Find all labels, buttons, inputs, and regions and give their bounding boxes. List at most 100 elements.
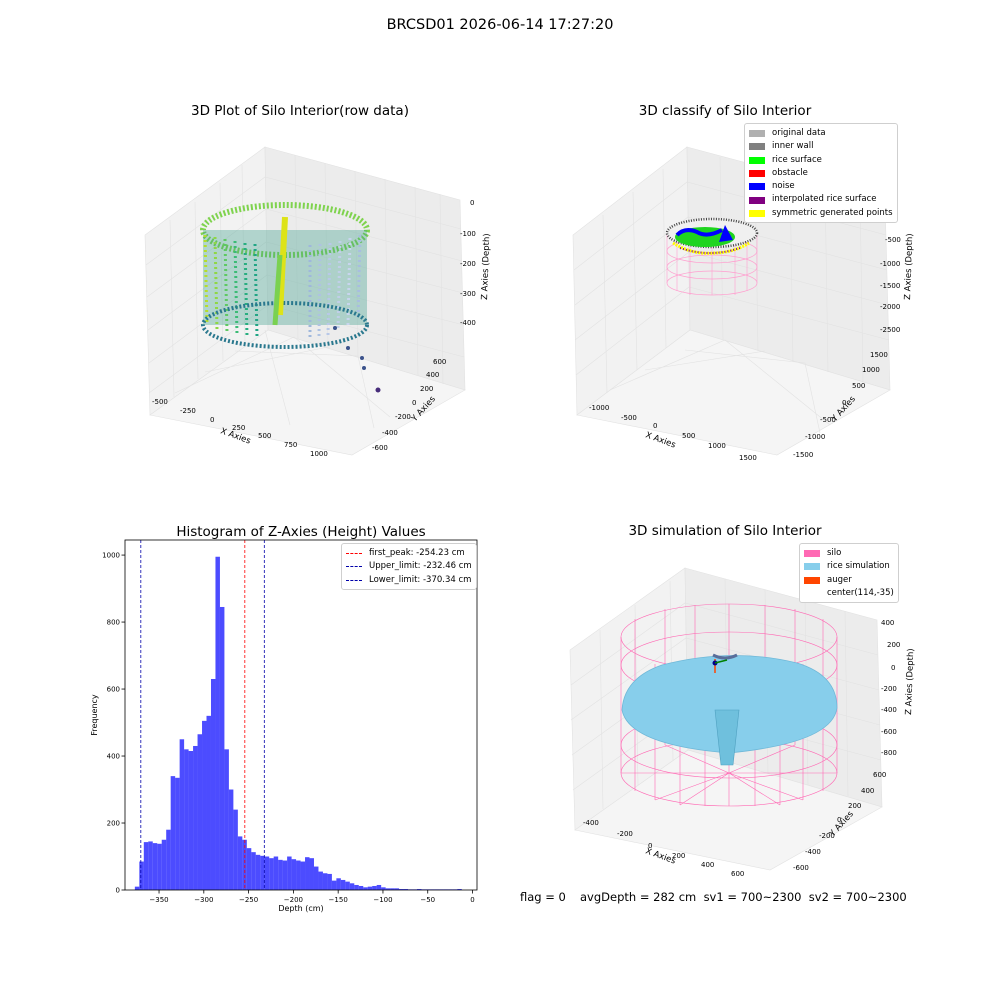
histogram-bar <box>322 873 328 890</box>
classify-ztick: -2000 <box>880 303 900 311</box>
histogram-xtick-label: −250 <box>239 896 258 904</box>
histogram-bar <box>381 887 386 890</box>
simulation-xtick: -400 <box>583 819 599 827</box>
histogram-bar <box>390 888 395 890</box>
raw-cylinder-points <box>200 202 381 393</box>
legend-entry: obstacle <box>749 167 893 180</box>
footer-flag: flag = 0 <box>520 890 566 904</box>
histogram-xtick-label: −300 <box>194 896 213 904</box>
raw-ztick: -300 <box>460 290 476 298</box>
histogram-bar <box>242 839 247 890</box>
simulation-ytick: 600 <box>873 771 886 779</box>
legend-label: original data <box>772 128 826 138</box>
histogram-bar <box>318 871 323 890</box>
raw-3d-plot: -500 -250 0 250 500 750 1000 600 400 200… <box>144 146 492 458</box>
simulation-zlabel: Z Axies (Depth) <box>904 648 916 715</box>
histogram-bar <box>219 606 225 890</box>
simulation-ztick: -600 <box>881 728 897 736</box>
histogram-ylabel: Frequency <box>90 694 99 736</box>
legend-entry: center(114,-35) <box>804 587 894 600</box>
simulation-3d-plot: -400 -200 0 200 400 600 600 400 200 0 -2… <box>569 567 916 878</box>
simulation-xtick: -200 <box>617 830 633 838</box>
histogram-bar <box>403 888 409 890</box>
histogram-ytick-label: 1000 <box>102 552 120 560</box>
histogram-bar <box>399 888 404 890</box>
legend-entry: first_peak: -254.23 cm <box>346 547 472 560</box>
legend-swatch <box>749 156 765 164</box>
simulation-ytick: 400 <box>861 787 874 795</box>
histogram-vlines <box>140 540 265 890</box>
histogram-bar <box>278 859 283 890</box>
histogram-bar <box>193 745 198 890</box>
histogram-yticks: 0 200 400 600 800 1000 <box>102 552 125 895</box>
raw-ztick: -400 <box>460 319 476 327</box>
raw-xtick: -250 <box>180 407 196 415</box>
simulation-ytick: -600 <box>793 864 809 872</box>
histogram-bar <box>179 739 185 890</box>
simulation-legend: silo rice simulation auger center(114,-3… <box>799 543 899 604</box>
legend-entry: interpolated rice surface <box>749 193 893 206</box>
histogram-bar <box>305 857 310 890</box>
histogram-bar <box>273 856 279 890</box>
classify-zlabel: Z Axies (Depth) <box>903 233 915 300</box>
legend-entry: silo <box>804 547 894 560</box>
histogram-bar <box>416 888 422 890</box>
histogram-bar <box>188 751 194 890</box>
histogram-bar <box>237 836 243 890</box>
histogram-bar <box>202 720 207 890</box>
simulation-auger <box>712 659 728 673</box>
legend-entry: symmetric generated points <box>749 207 893 220</box>
histogram-bar <box>170 776 176 890</box>
histogram-bar <box>215 556 220 890</box>
histogram-bar <box>175 777 180 890</box>
histogram-bar <box>152 843 158 890</box>
legend-swatch <box>749 183 765 191</box>
legend-label: silo <box>827 548 842 558</box>
simulation-ztick: -200 <box>881 685 897 693</box>
histogram-bar <box>349 883 355 890</box>
histogram-title: Histogram of Z-Axies (Height) Values <box>176 524 425 540</box>
simulation-ytick: -400 <box>805 848 821 856</box>
classify-xtick: -1000 <box>589 404 609 412</box>
legend-swatch <box>804 563 820 571</box>
legend-label: noise <box>772 181 795 192</box>
raw-ztick: -100 <box>460 230 476 238</box>
legend-swatch <box>749 130 765 138</box>
simulation-xtick: 400 <box>701 861 714 869</box>
histogram-bar <box>296 860 301 890</box>
classify-panel-title: 3D classify of Silo Interior <box>638 103 812 119</box>
histogram-bar <box>166 829 171 890</box>
legend-entry: Upper_limit: -232.46 cm <box>346 560 472 573</box>
histogram-bar <box>385 888 391 890</box>
legend-entry: rice surface <box>749 154 893 167</box>
histogram-bar <box>358 885 364 890</box>
histogram-bar <box>161 839 167 890</box>
footer-avg-depth: avgDepth = 282 cm sv1 = 700~2300 sv2 = 7… <box>580 890 907 904</box>
histogram-bar <box>228 789 234 890</box>
legend-label: rice surface <box>772 154 822 165</box>
classify-xtick: 1000 <box>708 442 726 450</box>
figure-title: BRCSD01 2026-06-14 17:27:20 <box>386 17 614 33</box>
classify-ytick: 500 <box>852 382 865 390</box>
classify-ytick: 1000 <box>862 366 880 374</box>
raw-ytick: -600 <box>372 444 388 452</box>
simulation-panel-title: 3D simulation of Silo Interior <box>628 523 822 539</box>
simulation-xtick: 200 <box>672 852 685 860</box>
simulation-ytick: 200 <box>848 802 861 810</box>
raw-xtick: 250 <box>232 424 245 432</box>
simulation-ztick: 200 <box>887 641 900 649</box>
histogram-bar <box>134 886 140 890</box>
histogram-chart: Histogram of Z-Axies (Height) Values −35… <box>90 524 478 913</box>
classify-ytick: 1500 <box>870 351 888 359</box>
legend-label: obstacle <box>772 167 808 178</box>
legend-entry: original data <box>749 127 893 140</box>
legend-entry: rice simulation <box>804 560 894 573</box>
histogram-bar <box>363 887 368 890</box>
legend-swatch <box>804 590 820 597</box>
raw-xtick: 500 <box>258 432 271 440</box>
legend-swatch <box>749 196 765 204</box>
histogram-ytick-label: 0 <box>116 887 120 895</box>
legend-line <box>346 553 362 555</box>
histogram-bar <box>340 879 346 890</box>
legend-line <box>346 579 362 581</box>
